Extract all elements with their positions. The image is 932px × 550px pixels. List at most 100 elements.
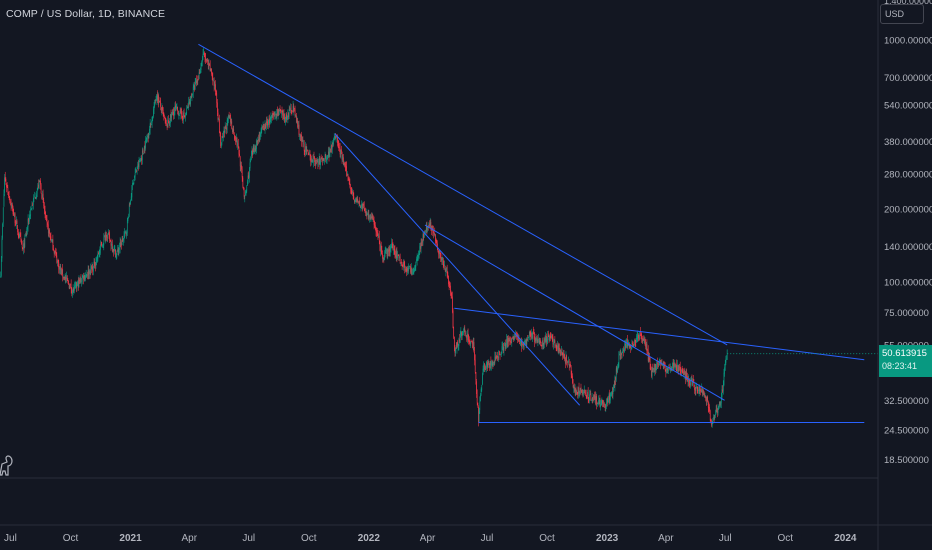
candle — [262, 121, 264, 131]
candle — [78, 275, 80, 288]
candle — [666, 365, 667, 374]
candle — [262, 125, 263, 130]
candle — [529, 329, 531, 337]
candle — [434, 227, 436, 236]
trendlines[interactable] — [198, 43, 878, 424]
candle — [194, 81, 195, 92]
candle — [385, 246, 387, 254]
candle — [673, 359, 675, 370]
candle — [312, 159, 314, 164]
candle — [433, 225, 434, 239]
candle — [95, 257, 97, 269]
candle — [142, 148, 144, 155]
candle — [53, 245, 54, 252]
candle — [679, 361, 681, 375]
candle — [98, 249, 100, 257]
tradingview-logo-icon[interactable] — [0, 448, 14, 476]
candle — [450, 290, 452, 299]
candle — [268, 115, 270, 126]
candle — [588, 397, 590, 403]
candle — [313, 151, 315, 159]
candle — [390, 244, 391, 257]
candle — [133, 179, 135, 185]
candle — [380, 241, 382, 256]
y-axis-ticks: 1000.000000 700.000000 540.000000 380.00000… — [884, 0, 932, 466]
candle — [383, 255, 385, 264]
candle — [527, 337, 529, 342]
candle — [677, 359, 678, 373]
candle — [332, 142, 334, 148]
candle — [130, 199, 131, 205]
candle — [192, 82, 194, 99]
candle — [290, 103, 292, 116]
candle — [410, 264, 411, 275]
candle — [14, 212, 16, 227]
candle — [315, 159, 317, 166]
candle — [36, 191, 37, 200]
candle — [405, 266, 407, 272]
candle — [547, 330, 549, 344]
candle — [648, 351, 650, 363]
candle — [597, 401, 599, 404]
candle — [344, 161, 346, 172]
trendline[interactable] — [198, 43, 728, 346]
candle — [249, 158, 251, 171]
candle — [577, 391, 579, 399]
candle — [389, 245, 391, 257]
candle — [579, 387, 581, 395]
candle — [128, 213, 129, 219]
candle — [81, 277, 82, 287]
candle — [361, 200, 362, 209]
candle — [59, 266, 60, 274]
candle — [267, 118, 268, 129]
candle — [379, 240, 381, 252]
trendline[interactable] — [424, 224, 725, 401]
x-tick-label: Apr — [658, 533, 674, 544]
candle — [535, 333, 537, 345]
candle — [112, 246, 114, 254]
candle — [593, 394, 594, 402]
candle — [210, 68, 212, 72]
candle — [189, 96, 191, 107]
candle — [220, 131, 221, 149]
candle — [429, 220, 430, 229]
candle — [308, 152, 310, 156]
candle — [185, 113, 186, 122]
candle — [77, 277, 79, 291]
candle — [252, 148, 253, 159]
candle — [431, 226, 433, 231]
candle — [32, 202, 33, 206]
candle — [74, 282, 75, 294]
candle — [20, 232, 22, 243]
candle — [181, 111, 183, 121]
candle — [575, 387, 577, 397]
candle — [445, 268, 447, 277]
candle — [282, 110, 284, 121]
candle — [9, 196, 11, 204]
candle — [414, 265, 415, 272]
currency-button[interactable]: USD — [880, 4, 924, 24]
trendline[interactable] — [454, 307, 865, 361]
candle — [215, 89, 217, 96]
candle — [622, 347, 624, 353]
candle — [713, 414, 715, 423]
candle — [267, 119, 269, 130]
candle — [700, 386, 701, 396]
candle — [273, 111, 274, 120]
candle — [403, 259, 405, 268]
candle — [328, 147, 329, 159]
candle — [218, 114, 220, 133]
candle — [303, 140, 304, 148]
candle — [124, 230, 126, 234]
candle — [478, 405, 479, 427]
candle — [620, 348, 622, 361]
candle — [357, 196, 359, 203]
candle — [281, 109, 282, 118]
candle — [342, 154, 344, 162]
candle — [77, 280, 79, 286]
candle — [512, 334, 514, 341]
trendline[interactable] — [334, 133, 581, 406]
candle — [451, 292, 453, 299]
y-tick-label: 1000.000000 — [884, 36, 932, 47]
